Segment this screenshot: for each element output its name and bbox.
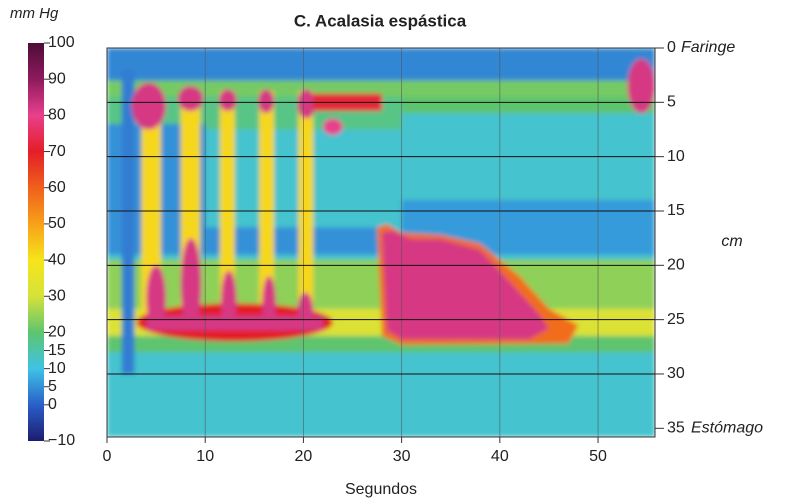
heat-region bbox=[262, 276, 276, 330]
heat-region bbox=[298, 89, 316, 118]
chart: C. Acalasia espástica mm Hg Segundos cm … bbox=[0, 0, 802, 499]
colorbar-tick-label: 70 bbox=[48, 143, 66, 160]
heat-region bbox=[122, 70, 135, 374]
heat-region bbox=[628, 59, 655, 113]
x-tick-label: 50 bbox=[589, 448, 607, 465]
heat-region bbox=[298, 292, 314, 330]
colorbar-tick-label: 20 bbox=[48, 324, 66, 341]
y-tick-label: 30 bbox=[667, 365, 685, 382]
colorbar-tick-label: 30 bbox=[48, 287, 66, 304]
y-bottom-label: Estómago bbox=[691, 420, 763, 437]
y-tick-label: 5 bbox=[667, 94, 676, 111]
colorbar-tick-label: 15 bbox=[48, 342, 66, 359]
colorbar-tick-label: 40 bbox=[48, 251, 66, 268]
heat-region bbox=[299, 91, 314, 319]
y-top-label: Faringe bbox=[681, 39, 735, 56]
y-tick-label: 15 bbox=[667, 202, 685, 219]
y-tick-label: 35 bbox=[667, 420, 685, 437]
x-tick-label: 0 bbox=[103, 448, 112, 465]
y-tick-label: 20 bbox=[667, 257, 685, 274]
heat-region bbox=[221, 271, 237, 331]
heat-region bbox=[219, 89, 237, 111]
heatmap-layer bbox=[107, 48, 655, 437]
heat-region bbox=[402, 97, 655, 113]
heat-region bbox=[323, 119, 343, 135]
colorbar-tick-label: 100 bbox=[48, 34, 75, 51]
heat-region bbox=[107, 48, 655, 81]
y-tick-label: 0 bbox=[667, 39, 676, 56]
y-axis-label: cm bbox=[721, 233, 742, 250]
x-axis-label: Segundos bbox=[345, 481, 417, 498]
colorbar bbox=[28, 43, 44, 441]
y-tick-label: 25 bbox=[667, 311, 685, 328]
colorbar-tick-label: 5 bbox=[48, 378, 57, 395]
colorbar-tick-label: 90 bbox=[48, 70, 66, 87]
colorbar-tick-label: 10 bbox=[48, 360, 66, 377]
heat-region bbox=[258, 89, 274, 113]
colorbar-tick-label: 80 bbox=[48, 107, 66, 124]
x-tick-label: 30 bbox=[393, 448, 411, 465]
heat-region bbox=[132, 83, 166, 130]
x-tick-label: 20 bbox=[295, 448, 313, 465]
heat-region bbox=[181, 238, 202, 330]
chart-title: C. Acalasia espástica bbox=[294, 11, 467, 30]
heatmap bbox=[107, 48, 655, 437]
heat-region bbox=[146, 265, 166, 330]
colorbar-tick-label: 0 bbox=[48, 396, 57, 413]
heat-region bbox=[178, 86, 204, 111]
colorbar-tick-label: 50 bbox=[48, 215, 66, 232]
colorbar-label: mm Hg bbox=[10, 5, 59, 22]
colorbar-tick-label: −10 bbox=[48, 432, 75, 449]
colorbar-tick-label: 60 bbox=[48, 179, 66, 196]
y-tick-label: 10 bbox=[667, 148, 685, 165]
x-tick-label: 10 bbox=[196, 448, 214, 465]
x-tick-label: 40 bbox=[491, 448, 509, 465]
